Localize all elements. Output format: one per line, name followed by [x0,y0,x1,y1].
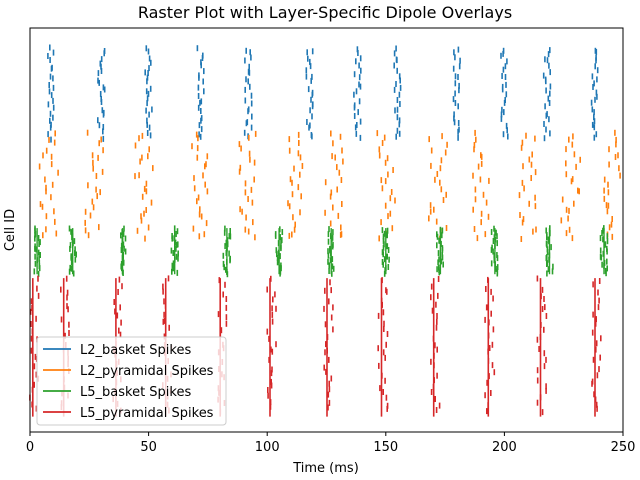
x-tick-label: 0 [26,440,34,455]
x-tick-label: 50 [140,440,157,455]
spike-series-2 [33,225,609,278]
x-tick-label: 250 [611,440,636,455]
legend-label: L5_basket Spikes [80,385,191,400]
x-tick-label: 150 [373,440,398,455]
legend-label: L2_basket Spikes [80,343,191,358]
plot-frame [29,27,624,433]
x-tick-label: 100 [255,440,280,455]
x-tick-label: 200 [492,440,517,455]
legend: L2_basket Spikes L2_pyramidal Spikes L5_ba… [36,336,227,426]
y-axis-label: Cell ID [3,209,18,251]
x-axis-label: Time (ms) [292,461,359,476]
legend-box [36,336,227,426]
spike-series-0 [47,44,599,143]
legend-label: L5_pyramidal Spikes [80,406,214,421]
x-axis-ticks: 0 50 100 150 200 250 [26,432,636,455]
spike-series-1 [38,129,621,242]
legend-label: L2_pyramidal Spikes [80,364,214,379]
chart-title: Raster Plot with Layer-Specific Dipole O… [138,3,512,22]
spike-layer [29,44,621,417]
